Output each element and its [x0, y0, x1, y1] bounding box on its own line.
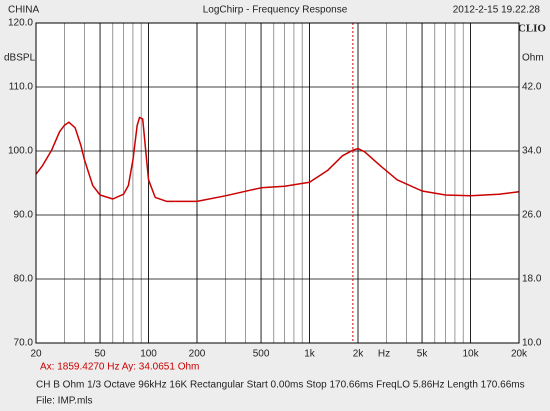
y-axis-label: dBSPL: [4, 53, 36, 64]
x-axis-label: Hz: [378, 349, 390, 360]
y-tick-label: 70.0: [14, 338, 34, 349]
plot-area: [35, 22, 520, 344]
x-tick-label: 5k: [417, 349, 429, 360]
y2-axis-label: Ohm: [522, 53, 544, 64]
y2-tick-label: 42.0: [522, 82, 542, 93]
y-tick-label: 110.0: [9, 82, 34, 93]
settings: CH B Ohm 1/3 Octave 96kHz 16K Rectangula…: [36, 380, 525, 391]
x-tick-label: 10k: [462, 349, 479, 360]
impedance-curve: [35, 116, 520, 203]
x-tick-label: 50: [95, 349, 107, 360]
header-left: CHINA: [8, 5, 39, 16]
logo: CLIO: [518, 23, 547, 35]
y-tick-label: 90.0: [14, 210, 34, 221]
x-tick-label: 500: [253, 349, 270, 360]
x-tick-label: 1k: [304, 349, 316, 360]
x-tick-label: 20k: [511, 349, 528, 360]
y-tick-label: 80.0: [14, 274, 34, 285]
x-tick-label: 200: [189, 349, 206, 360]
file-name: File: IMP.mls: [36, 396, 93, 407]
x-tick-label: 2k: [353, 349, 365, 360]
cursor-readout: Ax: 1859.4270 Hz Ay: 34.0651 Ohm: [40, 362, 199, 373]
y2-tick-label: 34.0: [522, 146, 542, 157]
x-tick-label: 100: [140, 349, 157, 360]
header-date: 2012-2-15 19.22.28: [453, 5, 541, 16]
y2-tick-label: 18.0: [522, 274, 542, 285]
y-tick-label: 120.0: [8, 18, 33, 29]
y-tick-label: 100.0: [8, 146, 33, 157]
y2-tick-label: 10.0: [522, 338, 542, 349]
y2-tick-label: 26.0: [522, 210, 542, 221]
plot-frame: [35, 22, 520, 344]
header-title: LogChirp - Frequency Response: [203, 5, 348, 16]
x-tick-label: 20: [30, 349, 42, 360]
